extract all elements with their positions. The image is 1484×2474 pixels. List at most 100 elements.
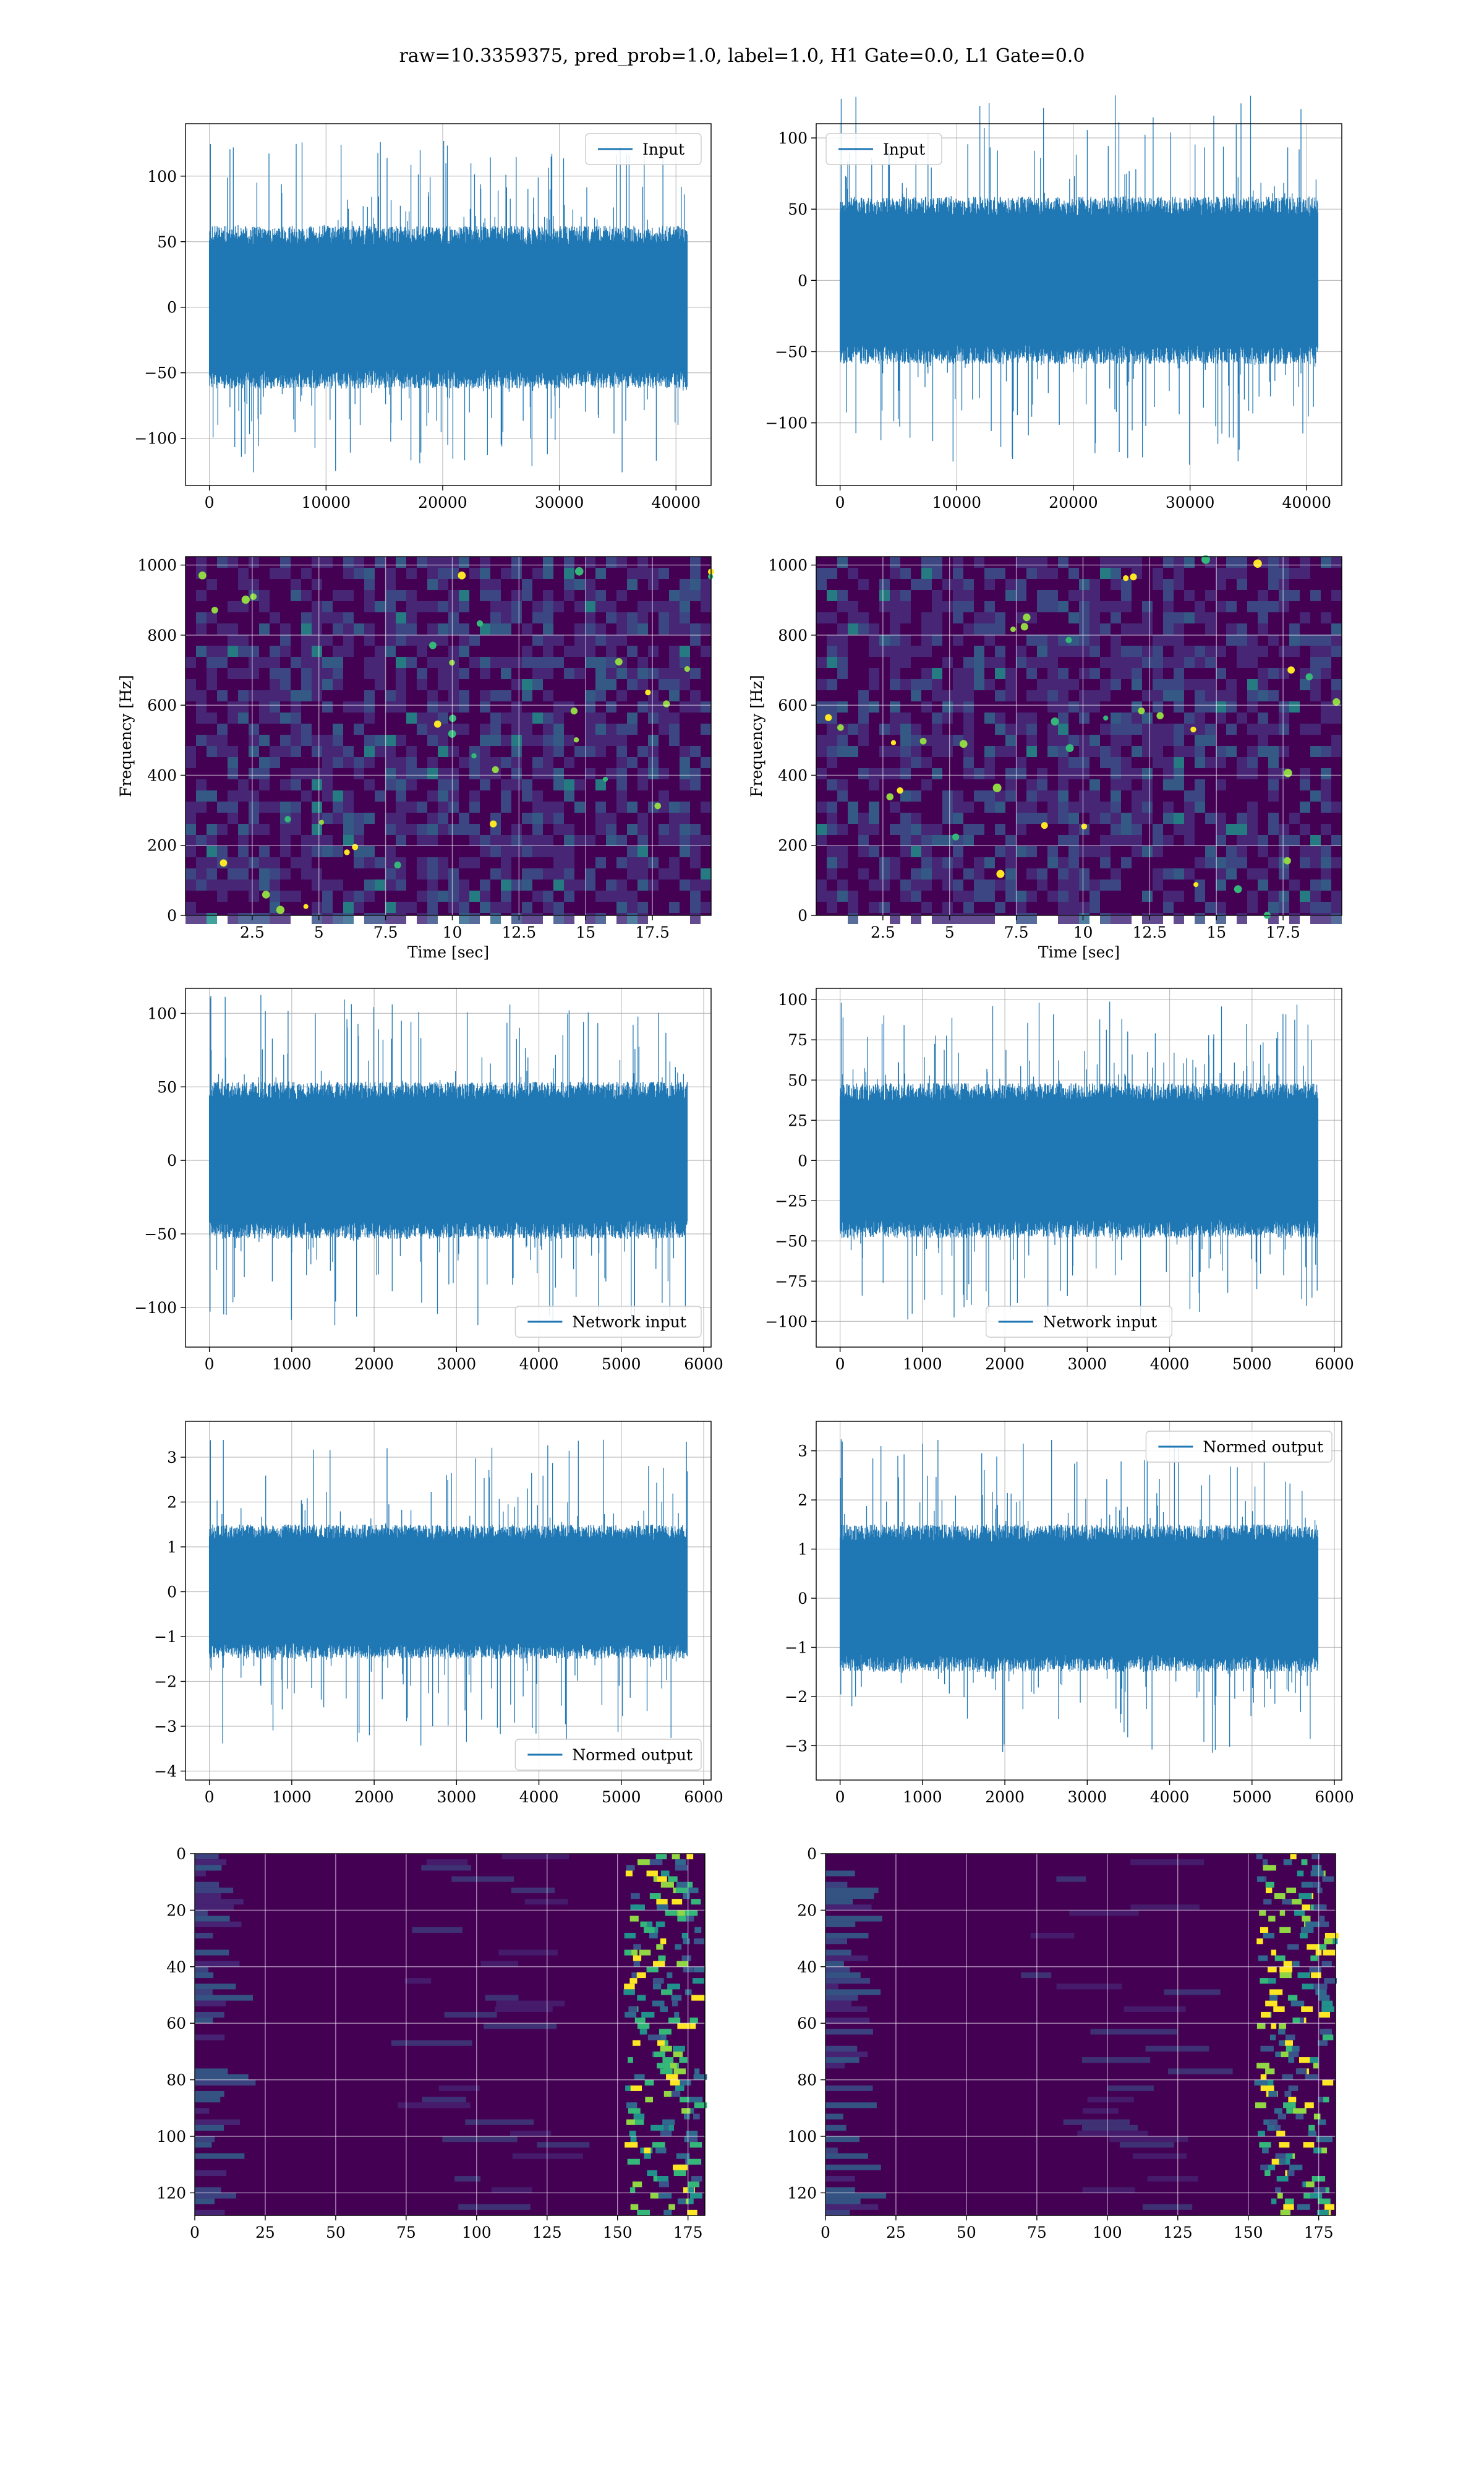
heatmap-cell [1121, 657, 1132, 668]
heatmap-cell [543, 612, 553, 623]
heatmap-cell [669, 657, 680, 668]
y-tick-label: −100 [134, 430, 177, 448]
heatmap-cell [963, 713, 974, 724]
heatmap-cell [375, 790, 385, 802]
heatmap-cell [995, 646, 1005, 657]
heatmap-cell [585, 835, 595, 846]
heatmap-cell [1068, 612, 1079, 623]
feature-band [195, 1865, 222, 1871]
heatmap-cell [417, 891, 427, 902]
feature-hotspot [1278, 2023, 1287, 2029]
heatmap-cell [827, 902, 837, 913]
feature-band [195, 2034, 225, 2040]
heatmap-cell [501, 880, 511, 891]
feature-band [1130, 1859, 1205, 1865]
feature-hotspot [1262, 1859, 1268, 1865]
heatmap-cell [1205, 679, 1216, 690]
heatmap-cell [564, 557, 574, 568]
heatmap-cell [680, 579, 690, 590]
feature-hotspot [675, 2085, 684, 2091]
heatmap-cell [827, 568, 837, 579]
heatmap-cell [963, 679, 974, 690]
heatmap-cell [669, 735, 680, 746]
feature-hotspot [1311, 1854, 1320, 1860]
feature-band [825, 1966, 850, 1972]
feature-band [825, 1978, 871, 1984]
heatmap-cell [1268, 757, 1279, 768]
heatmap-cell [375, 557, 385, 568]
heatmap-cell [280, 846, 291, 857]
heatmap-cell [701, 868, 711, 880]
heatmap-cell [1100, 813, 1111, 824]
heatmap-cell [669, 824, 680, 835]
heatmap-cell [1226, 701, 1237, 713]
heatmap-cell [322, 701, 333, 713]
y-tick-label: 80 [797, 2071, 817, 2089]
heatmap-cell [1016, 813, 1026, 824]
y-tick-label: 200 [778, 837, 808, 855]
heatmap-cell [1226, 846, 1237, 857]
heatmap-cell [627, 679, 638, 690]
heatmap-cell [385, 612, 396, 623]
heatmap-cell [459, 701, 469, 713]
axes-frame [185, 123, 712, 486]
heatmap-cell [1268, 601, 1279, 612]
heatmap-cell [207, 612, 217, 623]
feature-band [825, 2187, 855, 2193]
heatmap-hotspot [433, 720, 441, 728]
heatmap-cell [238, 835, 249, 846]
heatmap-cell [1142, 779, 1153, 790]
heatmap-cell [606, 635, 616, 646]
heatmap-cell [858, 623, 869, 635]
y-tick-label: 50 [788, 1071, 808, 1089]
feature-hotspot [1310, 2193, 1323, 2199]
heatmap-cell [322, 757, 333, 768]
heatmap-cell [921, 824, 932, 835]
heatmap-cell [249, 824, 259, 835]
heatmap-cell [953, 790, 963, 802]
heatmap-cell [921, 857, 932, 868]
heatmap-cell [837, 635, 848, 646]
feature-hotspot [1309, 1966, 1322, 1972]
heatmap-hotspot [1190, 726, 1196, 733]
heatmap-cell [217, 880, 228, 891]
heatmap-cell [1079, 768, 1090, 779]
heatmap-cell [837, 590, 848, 601]
feature-hotspot [1300, 1927, 1314, 1933]
feature-hotspot [624, 1932, 636, 1939]
heatmap-cell [385, 646, 396, 657]
heatmap-cell [217, 802, 228, 813]
feature-hotspot [1268, 1978, 1276, 1984]
feature-hotspot [690, 2023, 696, 2029]
heatmap-cell [1047, 857, 1058, 868]
feature-hotspot [676, 1881, 688, 1888]
heatmap-cell [1195, 779, 1205, 790]
heatmap-cell [354, 835, 364, 846]
heatmap-cell [1163, 779, 1174, 790]
feature-hotspot [1315, 1989, 1326, 1995]
feature-hotspot [658, 2193, 672, 2199]
feature-hotspot [1321, 2006, 1334, 2012]
heatmap-cell [1268, 779, 1279, 790]
heatmap-cell [564, 735, 574, 746]
heatmap-cell [1289, 913, 1300, 924]
feature-band [195, 1989, 213, 1995]
heatmap-cell [869, 635, 879, 646]
heatmap-cell [480, 891, 490, 902]
feature-hotspot [629, 1865, 635, 1871]
feature-hotspot [1264, 2170, 1271, 2177]
heatmap-cell [501, 568, 511, 579]
heatmap-cell [270, 757, 280, 768]
heatmap-cell [869, 768, 879, 779]
feature-hotspot [1259, 2142, 1271, 2148]
heatmap-cell [816, 824, 827, 835]
heatmap-cell [343, 913, 354, 924]
heatmap-cell [511, 880, 522, 891]
heatmap-cell [1226, 635, 1237, 646]
heatmap-cell [900, 657, 911, 668]
heatmap-cell [1121, 623, 1132, 635]
heatmap-cell [186, 690, 196, 701]
y-tick-label: 20 [166, 1901, 186, 1919]
feature-band [195, 1972, 214, 1979]
heatmap-cell [532, 835, 543, 846]
